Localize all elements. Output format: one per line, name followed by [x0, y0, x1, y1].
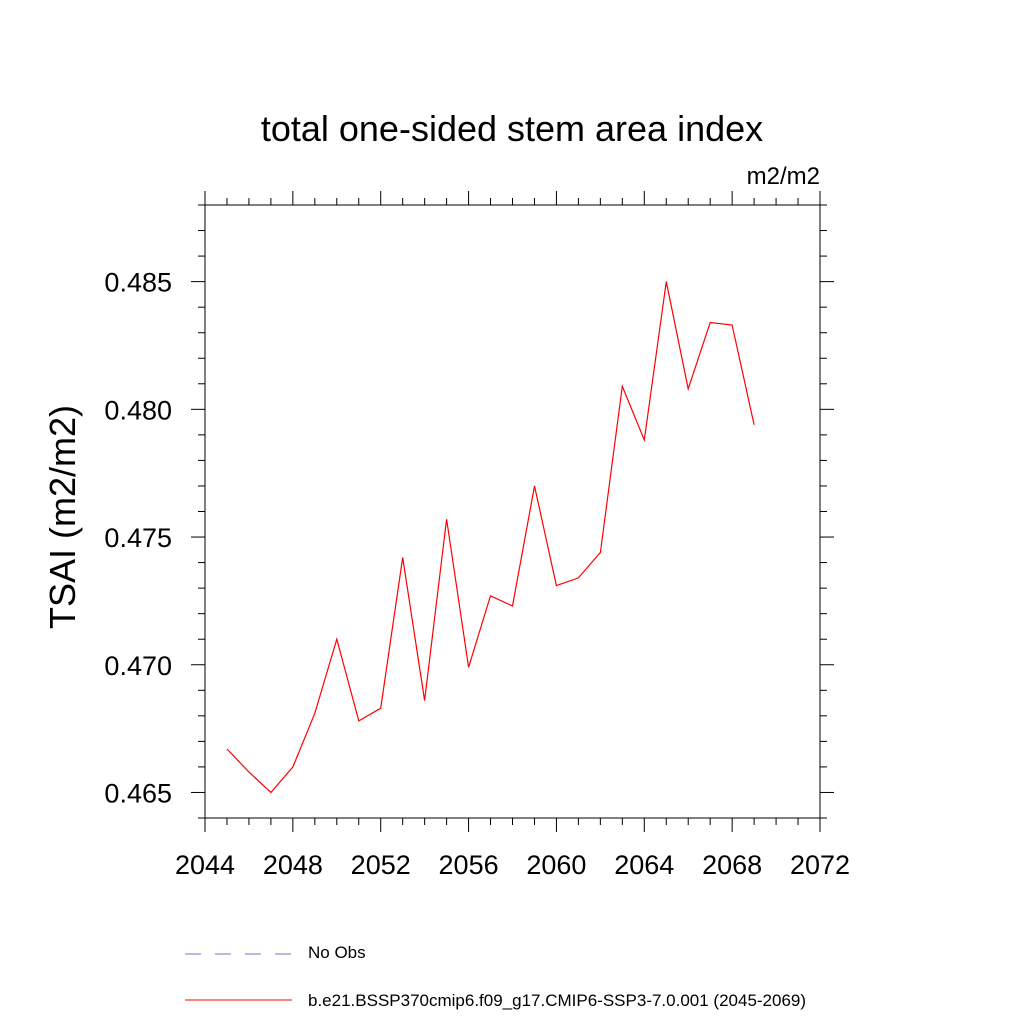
- y-tick-label: 0.470: [104, 651, 172, 681]
- y-tick-label: 0.475: [104, 523, 172, 553]
- minor-ticks: [198, 198, 827, 825]
- series-group: [226, 281, 755, 794]
- legend-label-no-obs: No Obs: [308, 943, 366, 962]
- units-label: m2/m2: [746, 163, 820, 190]
- x-tick-label: 2052: [351, 850, 411, 880]
- y-tick-labels: 0.465 0.470 0.475 0.480 0.485: [104, 268, 172, 809]
- major-ticks: [191, 191, 834, 832]
- x-tick-label: 2048: [263, 850, 323, 880]
- x-tick-label: 2060: [526, 850, 586, 880]
- x-tick-label: 2072: [790, 850, 850, 880]
- x-tick-label: 2068: [702, 850, 762, 880]
- x-tick-label: 2056: [439, 850, 499, 880]
- x-tick-label: 2044: [175, 850, 235, 880]
- y-tick-label: 0.485: [104, 268, 172, 298]
- plot-frame: [204, 204, 821, 819]
- x-tick-labels: 2044 2048 2052 2056 2060 2064 2068 2072: [175, 850, 850, 880]
- y-axis-label: TSAI (m2/m2): [42, 404, 83, 630]
- x-tick-label: 2064: [614, 850, 674, 880]
- y-tick-label: 0.465: [104, 778, 172, 808]
- y-tick-label: 0.480: [104, 395, 172, 425]
- series-line: [226, 281, 755, 794]
- legend-label-series: b.e21.BSSP370cmip6.f09_g17.CMIP6-SSP3-7.…: [308, 991, 807, 1010]
- chart-title: total one-sided stem area index: [260, 108, 764, 149]
- legend-lines: [185, 953, 292, 1001]
